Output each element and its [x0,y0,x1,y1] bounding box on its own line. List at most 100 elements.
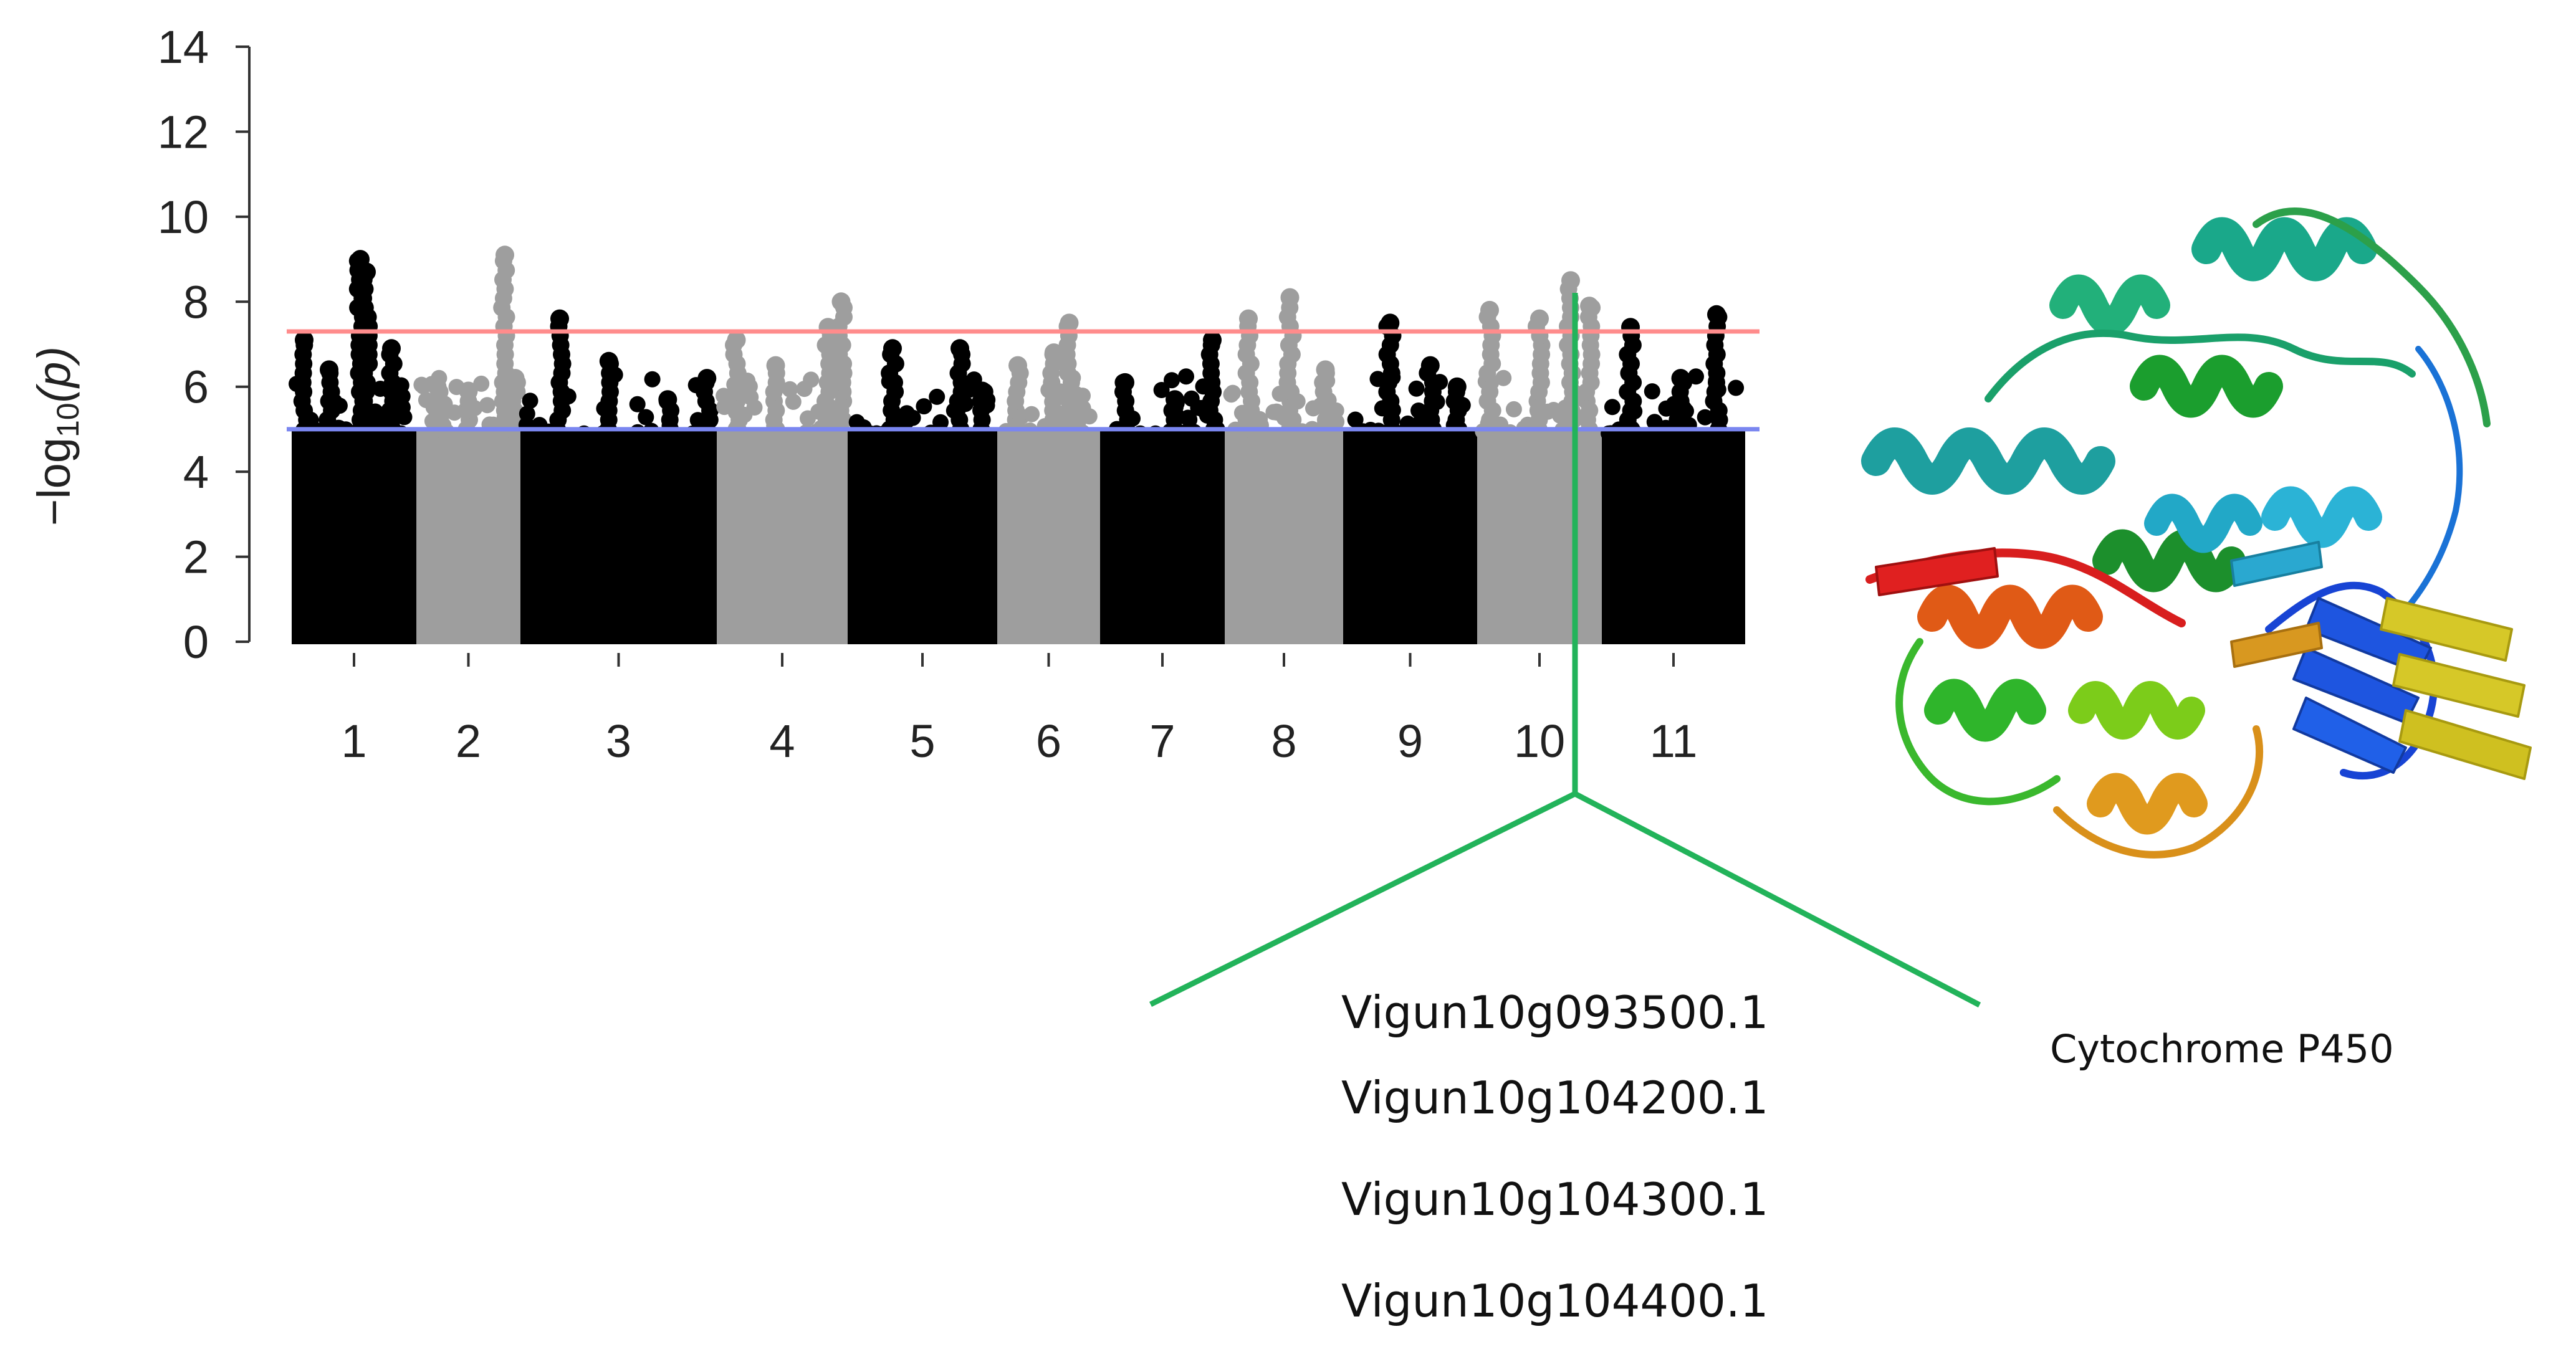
helix [2092,530,2246,592]
snp-point [473,375,490,392]
peak-snp-point [382,339,401,358]
snp-point [1223,386,1240,403]
peak-snp-point [950,339,969,358]
peak-snp-point [496,245,514,265]
chromosome-label: 9 [1397,715,1423,767]
snp-point [785,393,802,410]
y-tick-label: 4 [183,446,209,498]
snp-point [1410,402,1427,419]
peak-snp-point [1447,377,1467,396]
coil [1985,329,2416,402]
helix [2049,275,2170,336]
snp-density-band [1100,429,1225,644]
y-axis-title: −log10(p) [28,346,85,526]
coil [1895,638,2061,806]
peak-snp-point [1044,343,1063,363]
coil [2390,346,2463,626]
sheet [2230,622,2323,668]
chromosome-8-points [1223,288,1345,644]
chromosome-labels: 1 2 3 4 5 6 7 8 9 10 11 [341,653,1697,767]
snp-point [1265,404,1282,421]
peak-snp-point [1060,313,1079,333]
chromosome-10-points [1475,271,1602,644]
chromosome-5-points [848,339,997,644]
helix [1924,679,2046,741]
y-tick-label: 10 [158,191,209,243]
helix [2191,217,2377,281]
chromosome-label: 10 [1514,715,1565,767]
y-tick-label: 8 [183,276,209,328]
snp-point [1075,388,1091,404]
y-tick-label: 12 [158,106,209,158]
snp-point [1697,409,1713,426]
peak-snp-point [459,381,478,401]
sheet [2392,653,2526,718]
chromosome-3-points [518,309,719,644]
snp-point [630,424,646,440]
snp-density-band [997,429,1100,644]
peak-snp-point [1621,318,1640,337]
protein-caption: Cytochrome P450 [2050,1026,2394,1072]
gene-label: Vigun10g104300.1 [1341,1173,1769,1226]
snp-point [916,398,932,415]
snp-density-band [1343,429,1477,644]
snp-point [1495,369,1512,386]
sheet [2380,597,2513,662]
peak-snp-point [357,262,376,282]
peak-snp-point [766,356,785,375]
chromosome-label: 6 [1036,715,1061,767]
peak-snp-point [505,369,525,388]
coil [2253,207,2491,427]
helix [1917,585,2103,649]
chromosome-label: 5 [909,715,935,767]
peak-snp-point [658,390,678,409]
snp-density-band [292,429,416,644]
chromosome-label: 3 [606,715,631,767]
helix [1861,427,2115,495]
snp-point [1081,408,1098,425]
snp-point [1347,411,1364,428]
chromosome-label: 2 [456,715,481,767]
snp-point [479,397,496,414]
chromosome-1-points [289,250,416,644]
peak-snp-point [428,377,447,396]
locus-callout [1149,293,1981,1007]
snp-point [929,388,946,405]
y-tick-label: 2 [183,531,209,583]
snp-density-band [848,429,997,644]
callout-left-line [1149,791,1577,1007]
peak-snp-point [727,330,746,350]
snp-point [1505,401,1522,417]
callout-right-line [1573,791,1981,1007]
peak-snp-point [697,369,717,388]
snp-point [1153,382,1170,398]
snp-point [1728,379,1745,396]
peak-snp-point [1530,309,1549,328]
y-axis: 0 2 4 6 8 10 12 14 [158,21,251,668]
peak-snp-point [1671,369,1690,388]
sheet [2398,709,2532,780]
snp-points [289,245,1745,644]
peak-snp-point [973,381,992,401]
snp-density-band [717,429,848,644]
peak-snp-point [1381,313,1400,333]
chromosome-4-points [716,292,853,644]
gene-label: Vigun10g104200.1 [1341,1072,1769,1124]
snp-point [796,381,813,398]
chromosome-label: 11 [1650,715,1698,767]
snp-point [1023,406,1040,422]
sheet [2230,541,2323,587]
snp-point [1178,368,1194,385]
peak-snp-point [1008,356,1027,375]
snp-point [1164,372,1180,389]
snp-density-band [1225,429,1343,644]
chromosome-label: 4 [769,715,795,767]
coil [2053,725,2264,859]
snp-density-band [1602,429,1745,644]
y-tick-label: 14 [158,21,209,73]
peak-snp-point [550,309,569,328]
chromosome-label: 8 [1271,715,1296,767]
significance-lines [287,329,1760,432]
peak-snp-point [1316,360,1335,379]
peak-snp-point [1203,330,1222,350]
